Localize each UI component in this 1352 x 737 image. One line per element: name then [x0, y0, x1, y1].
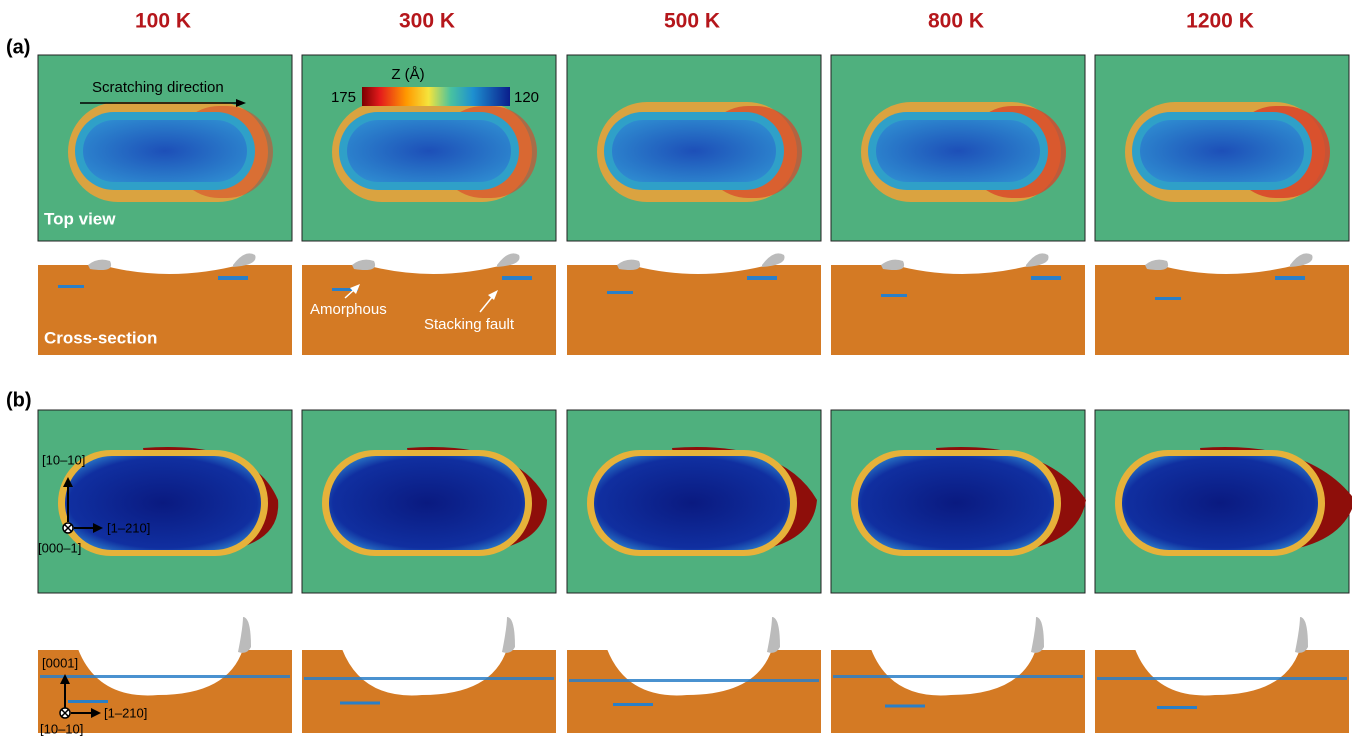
- axis-label: [10–10]: [40, 721, 83, 736]
- stacking-fault: [218, 276, 248, 280]
- groove: [612, 120, 776, 182]
- groove: [83, 120, 247, 182]
- axis-label: [000–1]: [38, 540, 81, 555]
- figure: 100 K 300 K 500 K 800 K 1200 K (a) (b) Scrat…: [0, 0, 1352, 737]
- column-header: 500 K: [664, 10, 720, 33]
- column-header: 100 K: [135, 10, 191, 33]
- amorphous: [502, 617, 515, 653]
- stacking-fault: [1097, 677, 1347, 680]
- amorphous: [767, 617, 780, 653]
- panels: 100 K 300 K 500 K 800 K 1200 K: [38, 10, 1352, 733]
- groove: [329, 456, 525, 550]
- colorbar-title: Z (Å): [391, 66, 424, 83]
- groove: [858, 456, 1054, 550]
- stacking-fault: [304, 677, 554, 680]
- column-header: 300 K: [399, 10, 455, 33]
- groove: [65, 456, 261, 550]
- stacking-fault: [40, 675, 290, 678]
- stacking-fault: [607, 291, 633, 294]
- groove: [1140, 120, 1304, 182]
- stacking-fault: [1155, 297, 1181, 300]
- stacking-fault: [1031, 276, 1061, 280]
- top-view-label: Top view: [44, 209, 116, 228]
- axis-label: [1–210]: [107, 520, 150, 535]
- scratch-label: Scratching direction: [92, 79, 224, 96]
- amorphous: [1295, 617, 1308, 653]
- panel-label: (a): [6, 36, 30, 58]
- groove: [1122, 456, 1318, 550]
- cross-section: [1095, 265, 1349, 355]
- stacking-fault: [881, 294, 907, 297]
- annotation: Stacking fault: [424, 316, 515, 333]
- column-header: 800 K: [928, 10, 984, 33]
- annotation: Amorphous: [310, 301, 387, 318]
- stacking-fault: [833, 675, 1083, 678]
- groove: [347, 120, 511, 182]
- groove: [876, 120, 1040, 182]
- cross-section: [567, 265, 821, 355]
- stacking-fault: [569, 679, 819, 682]
- stacking-fault: [885, 705, 925, 708]
- colorbar-min: 120: [514, 89, 539, 106]
- colorbar: [362, 87, 510, 106]
- stacking-fault: [58, 285, 84, 288]
- stacking-fault: [1275, 276, 1305, 280]
- colorbar-max: 175: [331, 89, 356, 106]
- cross-section-label: Cross-section: [44, 328, 157, 347]
- amorphous: [238, 617, 251, 653]
- stacking-fault: [68, 700, 108, 703]
- axis-label: [1–210]: [104, 705, 147, 720]
- stacking-fault: [340, 702, 380, 705]
- groove: [594, 456, 790, 550]
- amorphous: [1031, 617, 1044, 653]
- stacking-fault: [613, 703, 653, 706]
- column-header: 1200 K: [1186, 10, 1254, 33]
- panel-label: (b): [6, 389, 32, 411]
- stacking-fault: [502, 276, 532, 280]
- axis-label: [10–10]: [42, 452, 85, 467]
- stacking-fault: [1157, 706, 1197, 709]
- stacking-fault: [747, 276, 777, 280]
- axis-label: [0001]: [42, 655, 78, 670]
